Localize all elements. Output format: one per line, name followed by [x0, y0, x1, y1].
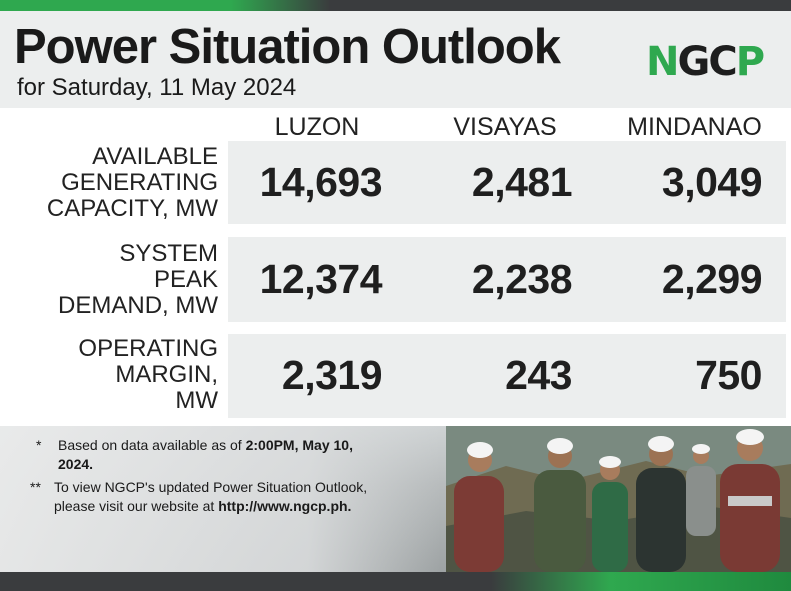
note-website: ** To view NGCP's updated Power Situatio… — [30, 478, 390, 538]
row-label-available-capacity: AVAILABLE GENERATING CAPACITY, MW — [47, 144, 218, 222]
top-bar-accent — [0, 0, 330, 11]
note-text: Based on data available as of 2:00PM, Ma… — [58, 436, 378, 474]
note-text-bold: http://www.ngcp.ph. — [218, 498, 352, 514]
row-band-operating-margin — [228, 334, 786, 418]
logo-letter-c: C — [708, 39, 737, 85]
note-marker: ** — [30, 479, 41, 495]
crew-photo-illustration — [446, 426, 791, 572]
row-label-line: SYSTEM — [119, 240, 218, 267]
row-label-line: CAPACITY, MW — [46, 195, 218, 222]
value-visayas-operating-margin: 243 — [505, 352, 572, 398]
footer-panel: * Based on data available as of 2:00PM, … — [0, 426, 791, 572]
value-visayas-available-capacity: 2,481 — [471, 159, 573, 205]
row-band-available-capacity — [228, 141, 786, 224]
value-luzon-peak-demand: 12,374 — [259, 256, 383, 302]
bottom-bar-accent — [491, 572, 791, 591]
note-text-plain: Based on data available as of — [58, 437, 246, 453]
note-text-plain: To view NGCP's updated Power Situation O… — [54, 479, 368, 514]
top-bar — [0, 0, 791, 11]
value-mindanao-available-capacity: 3,049 — [661, 159, 763, 205]
row-label-line: PEAK — [153, 266, 218, 293]
page-subtitle: for Saturday, 11 May 2024 — [17, 74, 297, 101]
value-luzon-operating-margin: 2,319 — [281, 352, 383, 398]
crew-photo — [446, 426, 791, 572]
column-header-visayas: VISAYAS — [453, 113, 557, 141]
row-label-line: MW — [175, 387, 218, 414]
column-header-mindanao: MINDANAO — [627, 113, 762, 141]
column-header-luzon: LUZON — [274, 113, 360, 141]
bottom-bar — [0, 572, 791, 591]
row-label-line: OPERATING — [78, 335, 218, 362]
value-luzon-available-capacity: 14,693 — [259, 159, 383, 205]
page-title: Power Situation Outlook — [14, 20, 561, 74]
header: Power Situation Outlook for Saturday, 11… — [0, 11, 791, 108]
row-label-line: GENERATING — [61, 169, 218, 196]
logo-letter-n: N — [646, 39, 680, 85]
value-mindanao-peak-demand: 2,299 — [661, 256, 763, 302]
row-label-line: DEMAND, MW — [58, 292, 218, 319]
note-text-bold: 2:00PM, May 10, 2024. — [58, 437, 353, 472]
row-label-operating-margin: OPERATING MARGIN, MW — [78, 336, 218, 414]
row-label-line: AVAILABLE — [92, 143, 218, 170]
logo-letter-p: P — [735, 39, 765, 85]
row-band-peak-demand — [228, 237, 786, 322]
note-marker: * — [36, 437, 42, 453]
notes-background — [0, 426, 440, 572]
value-mindanao-operating-margin: 750 — [695, 352, 762, 398]
note-text: To view NGCP's updated Power Situation O… — [54, 478, 374, 516]
value-visayas-peak-demand: 2,238 — [471, 256, 573, 302]
row-label-line: MARGIN, — [115, 361, 218, 388]
logo-letter-g: G — [677, 39, 710, 85]
row-label-peak-demand: SYSTEM PEAK DEMAND, MW — [58, 241, 218, 319]
note-data-timestamp: * Based on data available as of 2:00PM, … — [36, 436, 396, 476]
ngcp-logo: NGCP — [646, 39, 776, 85]
